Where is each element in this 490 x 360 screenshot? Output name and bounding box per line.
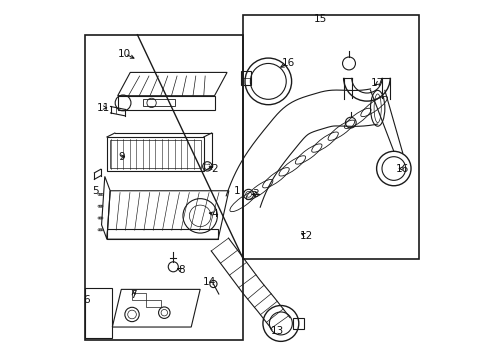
- Text: 5: 5: [92, 186, 98, 197]
- Text: 10: 10: [118, 49, 131, 59]
- Text: 4: 4: [211, 209, 218, 219]
- Bar: [242, 71, 251, 85]
- Bar: [143, 99, 175, 106]
- Text: 7: 7: [130, 290, 137, 300]
- Text: 17: 17: [371, 78, 384, 88]
- Text: 16: 16: [281, 58, 294, 68]
- Text: 2: 2: [211, 163, 218, 174]
- Bar: [110, 140, 201, 168]
- Bar: [243, 15, 419, 259]
- Text: 1: 1: [234, 186, 241, 196]
- Bar: [147, 300, 161, 307]
- Bar: [85, 35, 243, 339]
- Bar: [85, 288, 112, 338]
- Text: 6: 6: [83, 295, 90, 305]
- Text: 12: 12: [299, 231, 313, 240]
- Text: 14: 14: [202, 277, 216, 287]
- Text: 13: 13: [270, 325, 284, 336]
- Bar: [132, 293, 147, 300]
- Text: 15: 15: [314, 14, 327, 24]
- Text: 16: 16: [396, 163, 410, 174]
- Text: 3: 3: [252, 189, 259, 199]
- Text: 11: 11: [97, 103, 110, 113]
- Bar: [107, 137, 204, 171]
- Text: 9: 9: [118, 152, 124, 162]
- Bar: [294, 318, 304, 329]
- Text: 8: 8: [178, 265, 184, 275]
